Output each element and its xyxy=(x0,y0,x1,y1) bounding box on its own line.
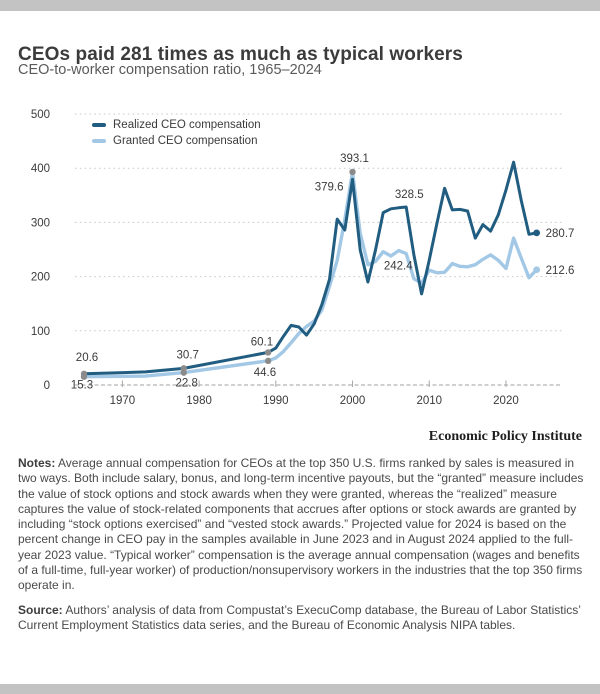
granted-end-dot xyxy=(533,266,541,274)
data-label-44.6: 44.6 xyxy=(254,367,276,379)
x-axis-tick-label: 2010 xyxy=(416,395,442,407)
data-label-22.8: 22.8 xyxy=(176,378,198,390)
data-label-379.6: 379.6 xyxy=(315,181,344,193)
data-label-280.7: 280.7 xyxy=(546,228,575,240)
legend-label: Realized CEO compensation xyxy=(113,119,261,131)
legend-line-swatch xyxy=(92,139,106,143)
page-title: CEOs paid 281 times as much as typical w… xyxy=(18,43,463,65)
y-axis-tick-label: 200 xyxy=(31,272,50,284)
marker-dot-2000 xyxy=(349,168,356,176)
x-axis-tick-label: 1990 xyxy=(263,395,289,407)
epi-attribution: Economic Policy Institute xyxy=(428,429,582,444)
source-label: Source: xyxy=(18,602,63,617)
y-axis-tick-label: 300 xyxy=(31,217,50,229)
marker-dot-1989 xyxy=(264,349,272,356)
realized-end-dot xyxy=(533,229,541,237)
chart-subtitle: CEO-to-worker compensation ratio, 1965–2… xyxy=(18,62,322,78)
data-label-393.1: 393.1 xyxy=(340,153,369,165)
notes-paragraph: Notes: Average annual compensation for C… xyxy=(18,456,584,594)
marker-dot-1965 xyxy=(80,373,88,380)
y-axis-tick-label: 500 xyxy=(31,109,50,121)
granted-series-line xyxy=(82,170,539,379)
y-axis-tick-label: 100 xyxy=(31,326,50,338)
source-text: Authors’ analysis of data from Compustat… xyxy=(18,602,581,632)
top-gray-bar xyxy=(0,0,600,11)
x-axis-tick-label: 2020 xyxy=(493,395,519,407)
marker-dot-1989 xyxy=(264,357,272,365)
ceo-pay-line-chart: 0 100 200 300 400 500 1970 1980 1990 2000 2010 2020… xyxy=(31,109,575,407)
chart-legend: Realized CEO compensation Granted CEO com… xyxy=(92,117,261,149)
y-axis-tick-label: 400 xyxy=(31,163,50,175)
notes-block: Notes: Average annual compensation for C… xyxy=(18,456,584,642)
x-axis-tick-label: 2000 xyxy=(340,395,366,407)
marker-dot-1978 xyxy=(180,369,187,376)
notes-label: Notes: xyxy=(18,456,56,470)
bottom-gray-bar xyxy=(0,684,600,694)
legend-line-swatch xyxy=(92,123,106,127)
data-label-328.5: 328.5 xyxy=(395,189,424,201)
data-label-212.6: 212.6 xyxy=(546,265,575,277)
legend-item-granted: Granted CEO compensation xyxy=(92,133,261,149)
source-paragraph: Source: Authors’ analysis of data from C… xyxy=(18,603,584,634)
x-axis-tick-label: 1970 xyxy=(110,395,136,407)
data-label-20.6: 20.6 xyxy=(76,352,98,364)
legend-item-realized: Realized CEO compensation xyxy=(92,117,261,133)
legend-label: Granted CEO compensation xyxy=(113,135,258,147)
data-label-15.3: 15.3 xyxy=(71,380,93,392)
data-label-60.1: 60.1 xyxy=(251,336,273,348)
y-axis-tick-label: 0 xyxy=(44,380,50,392)
x-axis-tick-label: 1980 xyxy=(186,395,212,407)
notes-text: Average annual compensation for CEOs at … xyxy=(18,456,584,593)
data-label-242.4: 242.4 xyxy=(384,261,413,273)
realized-series-line xyxy=(82,160,539,376)
data-label-30.7: 30.7 xyxy=(177,349,199,361)
